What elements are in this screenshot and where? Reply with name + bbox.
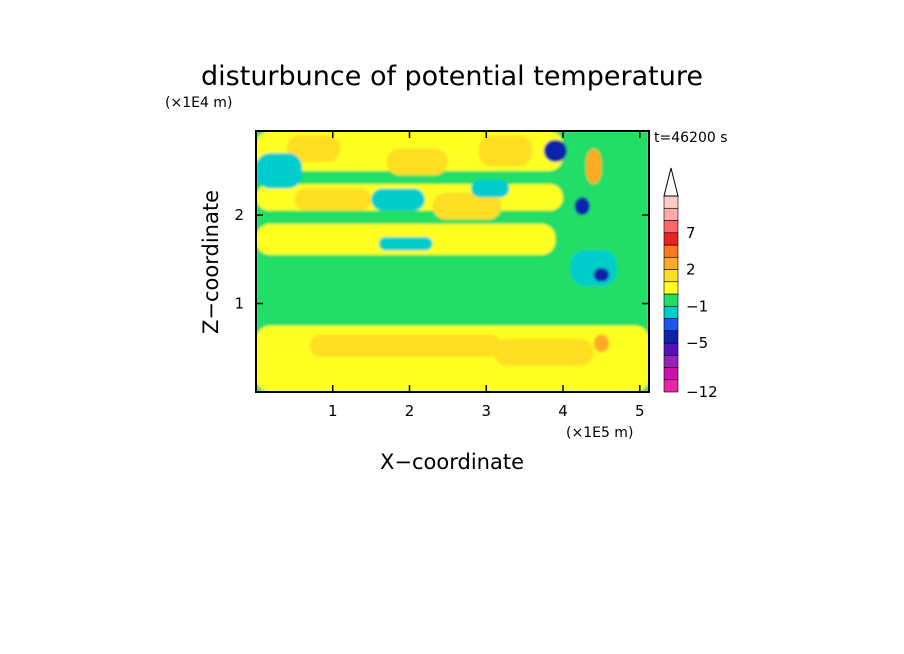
contour-region <box>310 334 502 356</box>
colorbar-swatch <box>664 380 678 392</box>
colorbar-swatch <box>664 270 678 282</box>
colorbar-tick-label: −5 <box>686 334 708 352</box>
contour-fill <box>256 131 649 392</box>
colorbar-swatch <box>664 355 678 367</box>
x-tick-label: 1 <box>328 402 338 420</box>
x-axis-label: X−coordinate <box>380 450 524 474</box>
colorbar-swatch <box>664 343 678 355</box>
colorbar-swatch <box>664 306 678 318</box>
colorbar-swatch <box>664 257 678 269</box>
contour-region <box>386 149 447 176</box>
contour-region <box>586 149 601 184</box>
colorbar: −12−5−127 <box>664 168 718 401</box>
contour-region <box>494 339 594 366</box>
time-label: t=46200 s <box>654 130 728 146</box>
colorbar-swatch <box>664 208 678 220</box>
x-unit-label: (×1E5 m) <box>566 425 633 441</box>
plot-area <box>256 131 649 392</box>
colorbar-tick-label: 7 <box>686 224 696 242</box>
colorbar-swatch <box>664 221 678 233</box>
contour-region <box>256 153 302 188</box>
colorbar-swatch <box>664 331 678 343</box>
chart-title: disturbunce of potential temperature <box>201 61 703 92</box>
colorbar-extend-arrow <box>664 168 678 196</box>
colorbar-swatch <box>664 245 678 257</box>
contour-region <box>371 189 425 211</box>
contour-region <box>544 140 567 162</box>
x-tick-label: 5 <box>635 402 645 420</box>
colorbar-tick-label: −12 <box>686 383 718 401</box>
x-tick-label: 4 <box>558 402 568 420</box>
contour-region <box>479 135 533 166</box>
contour-region <box>571 250 617 285</box>
colorbar-swatch <box>664 196 678 208</box>
contour-region <box>379 237 433 250</box>
colorbar-swatch <box>664 233 678 245</box>
colorbar-tick-label: 2 <box>686 261 696 279</box>
colorbar-swatch <box>664 368 678 380</box>
contour-region <box>471 180 509 198</box>
colorbar-swatch <box>664 282 678 294</box>
contour-region <box>594 334 609 352</box>
y-tick-label: 1 <box>234 295 244 313</box>
contour-region <box>594 268 609 281</box>
contour-region <box>294 189 371 211</box>
y-tick-label: 2 <box>234 206 244 224</box>
y-unit-label: (×1E4 m) <box>165 95 232 111</box>
x-tick-label: 3 <box>482 402 492 420</box>
colorbar-tick-label: −1 <box>686 297 708 315</box>
x-tick-label: 2 <box>405 402 415 420</box>
contour-region <box>575 197 590 215</box>
colorbar-swatch <box>664 319 678 331</box>
y-axis-label: Z−coordinate <box>199 190 223 334</box>
colorbar-swatch <box>664 294 678 306</box>
